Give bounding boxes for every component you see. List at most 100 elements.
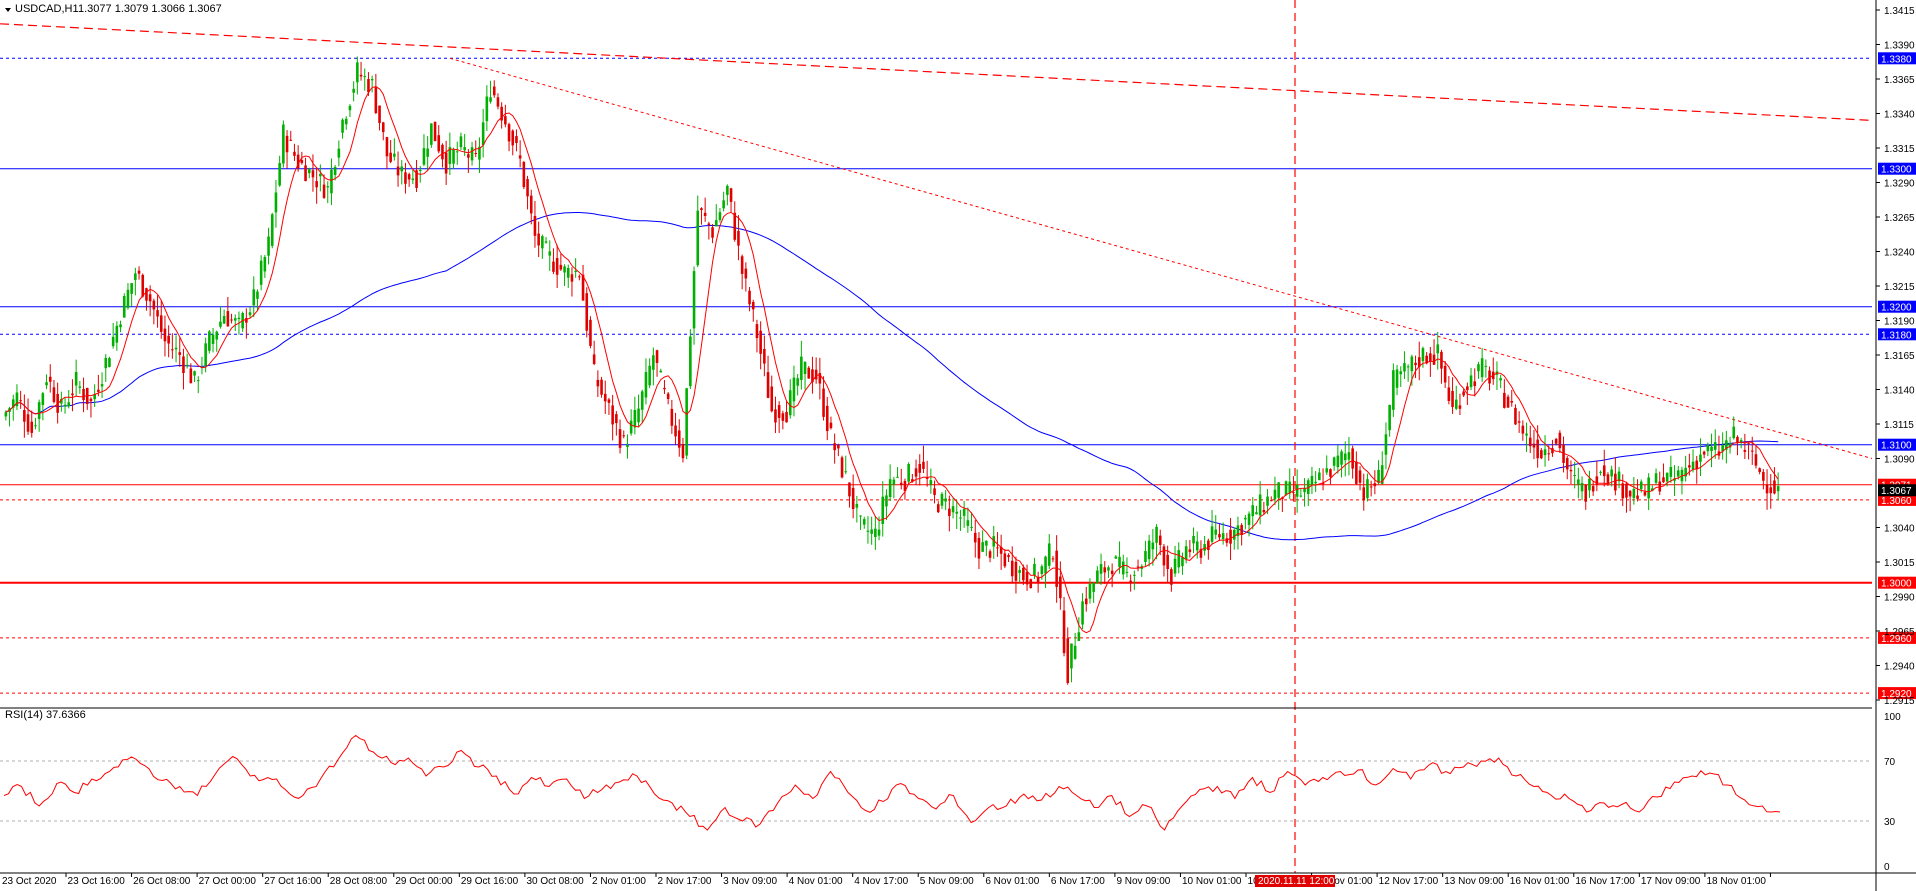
candle-body bbox=[1691, 461, 1695, 470]
fast-ma-line bbox=[5, 86, 1779, 634]
candle-body bbox=[452, 149, 455, 164]
candle-body bbox=[1244, 517, 1247, 520]
candle-body bbox=[1732, 426, 1736, 439]
time-tick-label: 9 Nov 09:00 bbox=[1116, 876, 1170, 887]
candle-body bbox=[666, 393, 670, 400]
candle-body bbox=[1070, 643, 1073, 669]
dotted-trendline bbox=[449, 57, 1873, 459]
candle-body bbox=[1284, 481, 1288, 495]
candle-body bbox=[848, 482, 851, 497]
candle-body bbox=[603, 393, 607, 402]
candle-body bbox=[1343, 453, 1347, 461]
time-tick-label: 27 Oct 00:00 bbox=[199, 876, 257, 887]
candle-body bbox=[1721, 445, 1724, 452]
candle-body bbox=[463, 147, 466, 151]
candle-body bbox=[189, 368, 193, 384]
candle-body bbox=[1477, 364, 1480, 372]
candle-body bbox=[1558, 432, 1562, 449]
candle-body bbox=[566, 267, 570, 278]
candle-body bbox=[1528, 437, 1532, 447]
candle-body bbox=[840, 457, 844, 478]
candle-body bbox=[800, 356, 803, 380]
candle-body bbox=[511, 130, 515, 146]
candle-body bbox=[252, 289, 256, 306]
candle-body bbox=[152, 300, 156, 310]
candle-body bbox=[1395, 369, 1399, 388]
candle-body bbox=[193, 371, 196, 376]
time-tick-label: 27 Oct 16:00 bbox=[264, 876, 322, 887]
candle-body bbox=[1473, 381, 1477, 387]
price-tick-label: 1.3390 bbox=[1884, 41, 1915, 52]
candle-body bbox=[681, 444, 685, 459]
candle-body bbox=[1688, 465, 1691, 468]
candle-body bbox=[219, 321, 222, 327]
candle-body bbox=[1033, 563, 1036, 576]
candle-body bbox=[311, 170, 315, 178]
candle-body bbox=[559, 264, 563, 270]
candle-body bbox=[1739, 440, 1743, 443]
candle-body bbox=[729, 188, 733, 202]
candle-body bbox=[100, 384, 104, 387]
candle-body bbox=[82, 388, 85, 401]
price-tick-label: 1.3040 bbox=[1884, 524, 1915, 535]
candle-body bbox=[411, 178, 415, 181]
candle-body bbox=[185, 364, 189, 366]
candle-body bbox=[1107, 567, 1110, 571]
candle-body bbox=[796, 378, 799, 386]
candle-body bbox=[1713, 442, 1717, 450]
candle-body bbox=[115, 325, 119, 343]
triangle-down-icon[interactable] bbox=[5, 8, 11, 12]
time-tick-label: 28 Oct 08:00 bbox=[330, 876, 388, 887]
candle-body bbox=[422, 148, 426, 165]
candle-body bbox=[755, 324, 759, 339]
level-tag bbox=[1878, 52, 1916, 65]
candle-body bbox=[933, 488, 936, 495]
candle-body bbox=[89, 398, 93, 402]
candle-body bbox=[1525, 433, 1528, 436]
candle-body bbox=[496, 97, 500, 107]
candle-body bbox=[578, 276, 581, 278]
candle-body bbox=[907, 464, 910, 482]
candle-body bbox=[1543, 449, 1547, 456]
candle-body bbox=[814, 369, 818, 380]
candle-body bbox=[1092, 582, 1095, 592]
level-tag bbox=[1878, 687, 1916, 700]
candle-body bbox=[1084, 598, 1088, 605]
candle-body bbox=[378, 105, 381, 123]
candle-body bbox=[441, 144, 444, 160]
candle-body bbox=[359, 74, 363, 77]
candle-body bbox=[1614, 473, 1617, 491]
candle-body bbox=[433, 121, 437, 142]
candle-body bbox=[615, 414, 618, 424]
price-tick-label: 1.3115 bbox=[1884, 420, 1914, 431]
candle-body bbox=[1699, 454, 1702, 462]
level-tag bbox=[1878, 162, 1916, 175]
candle-body bbox=[407, 174, 411, 180]
level-tag bbox=[1878, 493, 1916, 506]
candle-body bbox=[41, 393, 45, 405]
candle-body bbox=[911, 479, 914, 482]
candle-body bbox=[1758, 468, 1761, 473]
candle-body bbox=[1018, 570, 1021, 573]
candle-body bbox=[1506, 396, 1510, 408]
candle-body bbox=[1147, 540, 1151, 560]
candle-body bbox=[259, 260, 263, 285]
candle-body bbox=[1366, 479, 1369, 499]
candle-body bbox=[807, 367, 811, 379]
candle-body bbox=[245, 318, 248, 323]
candle-body bbox=[1195, 541, 1199, 551]
candle-body bbox=[1173, 558, 1177, 574]
candle-body bbox=[1110, 570, 1114, 575]
candle-body bbox=[4, 412, 8, 417]
current-price-label: 1.3067 bbox=[1881, 486, 1912, 497]
price-tick-label: 1.3315 bbox=[1884, 144, 1915, 155]
candle-body bbox=[1273, 489, 1277, 500]
level-tag-label: 1.3300 bbox=[1881, 165, 1912, 176]
candle-body bbox=[1754, 454, 1758, 466]
candle-body bbox=[333, 166, 337, 175]
candle-body bbox=[211, 334, 215, 344]
candle-body bbox=[1155, 526, 1158, 543]
price-tick-label: 1.3340 bbox=[1884, 110, 1915, 121]
candle-body bbox=[1762, 471, 1765, 481]
